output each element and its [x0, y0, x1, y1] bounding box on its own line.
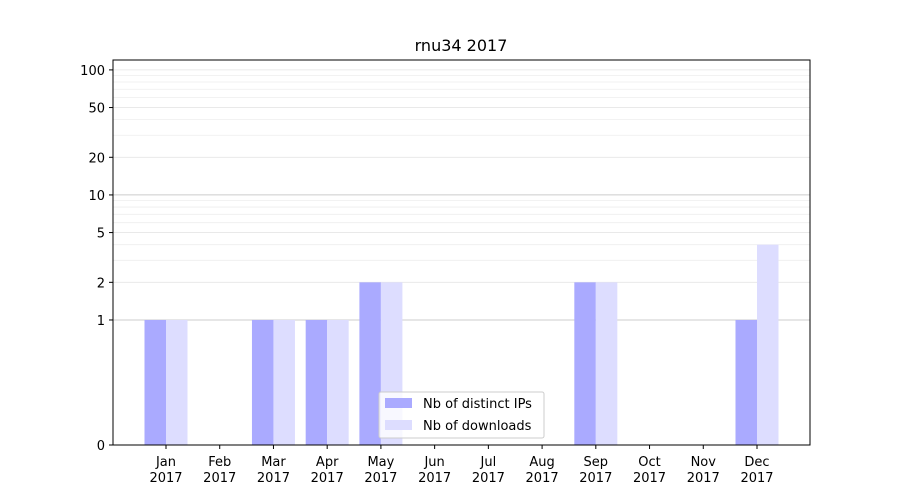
y-tick-label: 10	[88, 189, 105, 204]
x-tick-label-month: May	[367, 455, 394, 470]
legend-label-downloads: Nb of downloads	[423, 419, 532, 434]
x-tick-label-year: 2017	[687, 471, 720, 486]
y-tick-label: 0	[97, 439, 105, 454]
x-tick-label-month: Sep	[584, 455, 609, 470]
bar-distinct-ips	[735, 319, 757, 445]
x-tick-label-month: Feb	[208, 455, 231, 470]
x-tick-label-month: Nov	[691, 455, 717, 470]
bar-downloads	[595, 282, 618, 445]
legend-box	[378, 391, 545, 439]
x-tick-label-month: Jun	[423, 455, 444, 470]
legend: Nb of distinct IPs Nb of downloads	[378, 391, 545, 439]
x-tick-label-year: 2017	[418, 471, 451, 486]
x-tick-label-year: 2017	[257, 471, 290, 486]
bar-downloads	[166, 319, 188, 445]
bar-downloads	[757, 244, 779, 445]
y-tick-label: 50	[88, 102, 105, 117]
bar-distinct-ips	[251, 319, 274, 445]
x-tick-label-month: Mar	[261, 455, 286, 470]
y-axis: 0 1 2 5 10 20 50 100	[80, 64, 113, 454]
x-tick-label-month: Apr	[316, 455, 339, 470]
y-tick-label: 5	[97, 227, 105, 242]
plot-frame	[112, 59, 811, 446]
legend-swatch-ips	[385, 398, 412, 408]
x-tick-label-month: Aug	[529, 455, 554, 470]
y-tick-label: 1	[97, 314, 105, 329]
x-tick-label-year: 2017	[149, 471, 182, 486]
bar-distinct-ips	[359, 282, 381, 445]
legend-swatch-downloads	[385, 420, 412, 430]
legend-label-ips: Nb of distinct IPs	[423, 397, 532, 412]
x-axis: Jan2017Feb2017Mar2017Apr2017May2017Jun20…	[149, 445, 774, 486]
y-tick-label: 2	[97, 276, 105, 291]
x-tick-label-year: 2017	[526, 471, 559, 486]
x-tick-label-year: 2017	[472, 471, 505, 486]
x-tick-label-year: 2017	[311, 471, 344, 486]
chart-title: rnu34 2017	[415, 36, 508, 55]
bar-distinct-ips	[574, 282, 596, 445]
y-tick-label: 20	[88, 151, 105, 166]
bar-downloads	[273, 319, 295, 445]
x-tick-label-month: Oct	[638, 455, 660, 470]
x-tick-label-year: 2017	[579, 471, 612, 486]
bars	[144, 244, 779, 445]
bar-distinct-ips	[144, 319, 166, 445]
x-tick-label-year: 2017	[364, 471, 397, 486]
x-tick-label-year: 2017	[633, 471, 666, 486]
gridlines	[113, 69, 810, 321]
bar-downloads	[327, 319, 349, 445]
bar-distinct-ips	[305, 319, 328, 445]
x-tick-label-year: 2017	[740, 471, 773, 486]
x-tick-label-month: Jul	[480, 455, 497, 470]
x-tick-label-month: Jan	[155, 455, 176, 470]
y-tick-label: 100	[80, 64, 105, 79]
x-tick-label-year: 2017	[203, 471, 236, 486]
x-tick-label-month: Dec	[744, 455, 769, 470]
